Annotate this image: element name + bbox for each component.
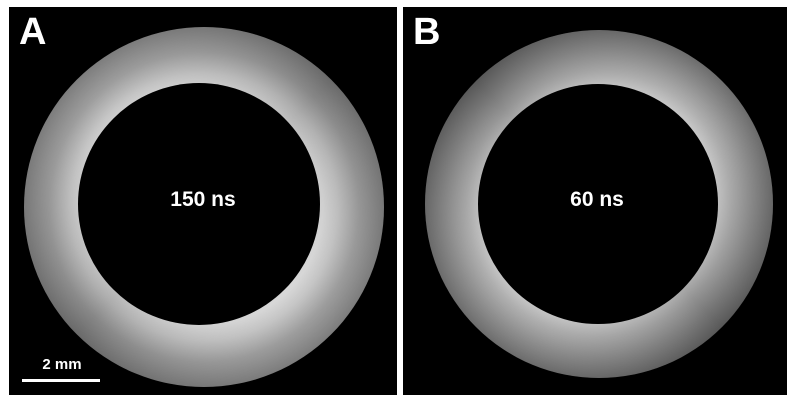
panel-letter-a: A — [19, 11, 47, 53]
time-label-a: 150 ns — [170, 188, 236, 211]
ring-image-b — [425, 30, 773, 378]
inner-dark-core-a — [78, 83, 320, 325]
ring-image-a — [24, 27, 384, 387]
panel-letter-b: B — [413, 11, 441, 53]
inner-dark-core-b — [478, 84, 718, 324]
panel-b: B 60 ns — [403, 7, 787, 395]
time-label-b: 60 ns — [570, 188, 624, 211]
scale-bar-label: 2 mm — [42, 356, 82, 373]
panel-a: A 150 ns 2 mm — [9, 7, 397, 395]
scale-bar — [22, 379, 100, 382]
